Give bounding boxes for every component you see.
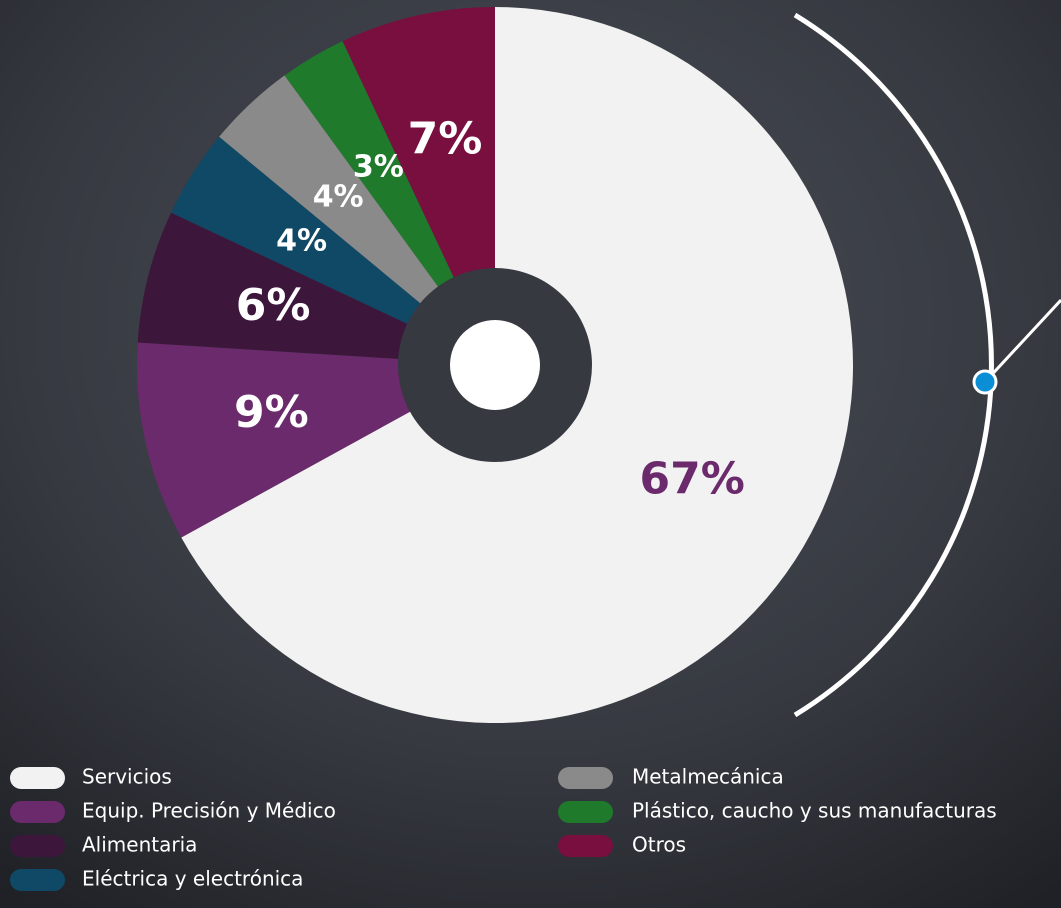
legend-label: Alimentaria — [82, 833, 197, 857]
pie-slice — [137, 212, 496, 365]
legend-swatch — [558, 835, 613, 857]
data-label: 4% — [313, 179, 364, 214]
data-label: 7% — [408, 113, 483, 164]
data-label: 6% — [236, 280, 311, 331]
data-label: 67% — [640, 454, 745, 505]
legend: Servicios Equip. Precisión y Médico Alimen… — [10, 765, 997, 891]
data-label: 4% — [276, 224, 327, 259]
legend-label: Metalmecánica — [632, 765, 784, 789]
legend-swatch — [10, 801, 65, 823]
center-dot — [450, 320, 540, 410]
connector-line — [983, 298, 1061, 384]
legend-label: Plástico, caucho y sus manufacturas — [632, 799, 997, 823]
connector-dot — [972, 369, 998, 395]
legend-label: Servicios — [82, 765, 172, 789]
data-label: 3% — [353, 149, 404, 184]
pie-slice — [171, 136, 496, 365]
legend-swatch — [10, 767, 65, 789]
legend-swatch — [10, 869, 65, 891]
legend-label: Equip. Precisión y Médico — [82, 799, 336, 823]
pie-slice — [219, 75, 496, 365]
legend-label: Eléctrica y electrónica — [82, 867, 303, 891]
legend-swatch — [558, 767, 613, 789]
data-label: 9% — [234, 387, 309, 438]
data-labels: 67%9%6%4%4%3%7% — [234, 113, 745, 504]
legend-label: Otros — [632, 833, 686, 857]
legend-swatch — [10, 835, 65, 857]
decorative-arc — [793, 12, 994, 718]
legend-swatch — [558, 801, 613, 823]
pie-slice — [342, 6, 495, 365]
